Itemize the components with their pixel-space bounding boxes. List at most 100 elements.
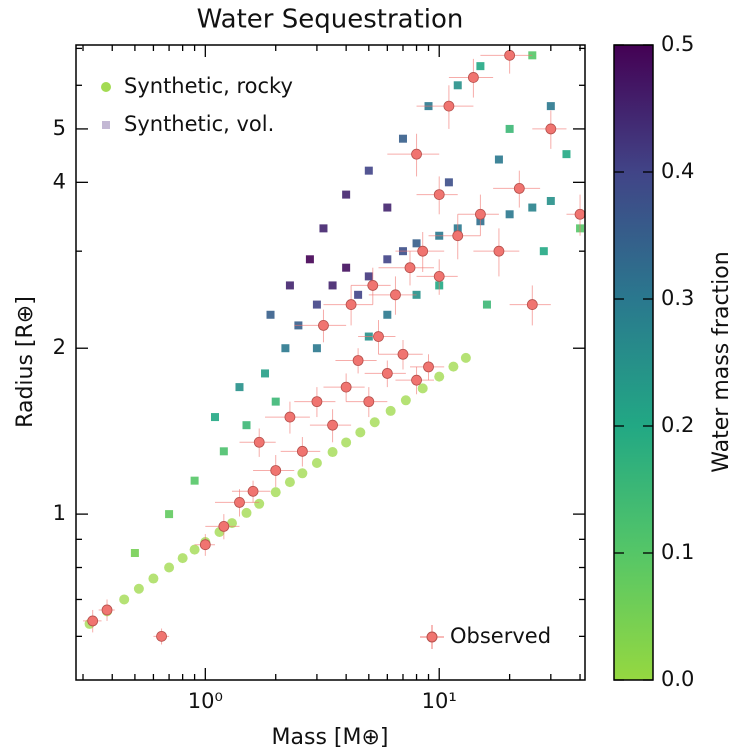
rocky-point [417,383,428,394]
observed-point [417,245,429,257]
rocky-point [254,498,265,509]
colorbar-tick-label: 0.0 [661,667,694,691]
volatile-point [130,549,139,558]
rocky-point [270,487,281,498]
rocky-point [460,352,471,363]
observed-point [493,245,505,257]
observed-point [345,299,357,310]
volatile-point [546,102,555,111]
observed-point [270,465,282,476]
observed-point [218,520,230,532]
volatile-point [285,281,294,290]
observed-point [87,615,99,627]
volatile-point [219,447,228,456]
volatile-point [190,476,199,485]
volatile-point [383,255,392,264]
volatile-point [305,255,314,264]
volatile-point [383,203,392,212]
volatile-point [328,281,337,290]
legend-label: Observed [450,624,551,648]
volatile-point [271,397,280,406]
volatile-point [546,196,555,205]
rocky-point [327,447,338,458]
rocky-point [400,395,411,406]
colorbar-label: Water mass fraction [709,251,734,472]
rocky-point [164,562,175,573]
y-axis-label: Radius [R⊕] [13,296,38,428]
rocky-point [341,437,352,448]
y-tick-label: 4 [53,169,66,193]
y-tick-label: 2 [53,335,66,359]
observed-point [574,208,585,220]
volatile-point [383,310,392,319]
rocky-point [385,405,396,416]
volatile-point [539,247,548,256]
colorbar-tick-label: 0.2 [661,413,694,437]
volatile-point [354,290,363,299]
observed-point [327,419,338,431]
observed-point [397,348,409,360]
volatile-point [312,300,321,309]
observed-point [199,539,211,551]
observed-point [513,182,525,194]
observed-point [247,485,259,497]
volatile-point [342,190,351,199]
observed-point [311,396,323,408]
observed-point [411,374,422,386]
volatile-point [312,344,321,353]
legend-label: Synthetic, rocky [124,74,293,98]
rocky-point [226,518,237,529]
observed-point [340,381,352,393]
volatile-point [505,210,514,219]
observed-point [452,230,464,242]
observed-point [284,411,296,423]
observed-point [423,361,434,373]
rocky-point [434,371,445,382]
colorbar-tick-label: 0.1 [661,540,694,564]
volatile-point [444,178,453,187]
volatile-point [453,81,462,90]
rocky-point [133,583,144,594]
observed-point [467,72,479,83]
volatile-point [165,510,174,519]
observed-point [101,604,113,616]
colorbar-tick-label: 0.3 [661,286,694,310]
y-tick-label: 5 [53,116,66,140]
rocky-point [284,477,295,488]
observed-point [404,262,416,274]
volatile-point [364,166,373,175]
volatile-point [494,155,503,164]
chart-title: Water Sequestration [197,5,464,35]
rocky-point [369,417,380,428]
volatile-point [210,413,219,422]
rocky-point [189,544,200,555]
volatile-point [266,310,275,319]
volatile-point [412,239,421,248]
rocky-point [311,458,322,469]
colorbar [613,44,654,681]
volatile-point [562,150,571,159]
observed-point [475,208,486,220]
observed-point [443,100,455,112]
rocky-point [241,507,252,518]
colorbar-tick-label: 0.5 [661,32,694,56]
observed-point [296,445,308,457]
volatile-point [528,203,537,212]
rocky-point [119,594,130,605]
observed-point [390,289,401,301]
volatile-point [235,383,244,392]
observed-point [156,630,167,642]
colorbar-tick-label: 0.4 [661,159,694,183]
y-tick-label: 1 [53,501,66,525]
legend-marker [426,631,438,643]
x-axis-label: Mass [M⊕] [272,725,389,750]
volatile-point [505,124,514,133]
volatile-point [482,300,491,309]
legend-marker [101,82,111,92]
observed-point [373,331,384,342]
legend-label: Synthetic, vol. [124,112,274,136]
plot-frame [75,44,586,681]
rocky-point [177,553,188,564]
observed-point [433,189,445,201]
